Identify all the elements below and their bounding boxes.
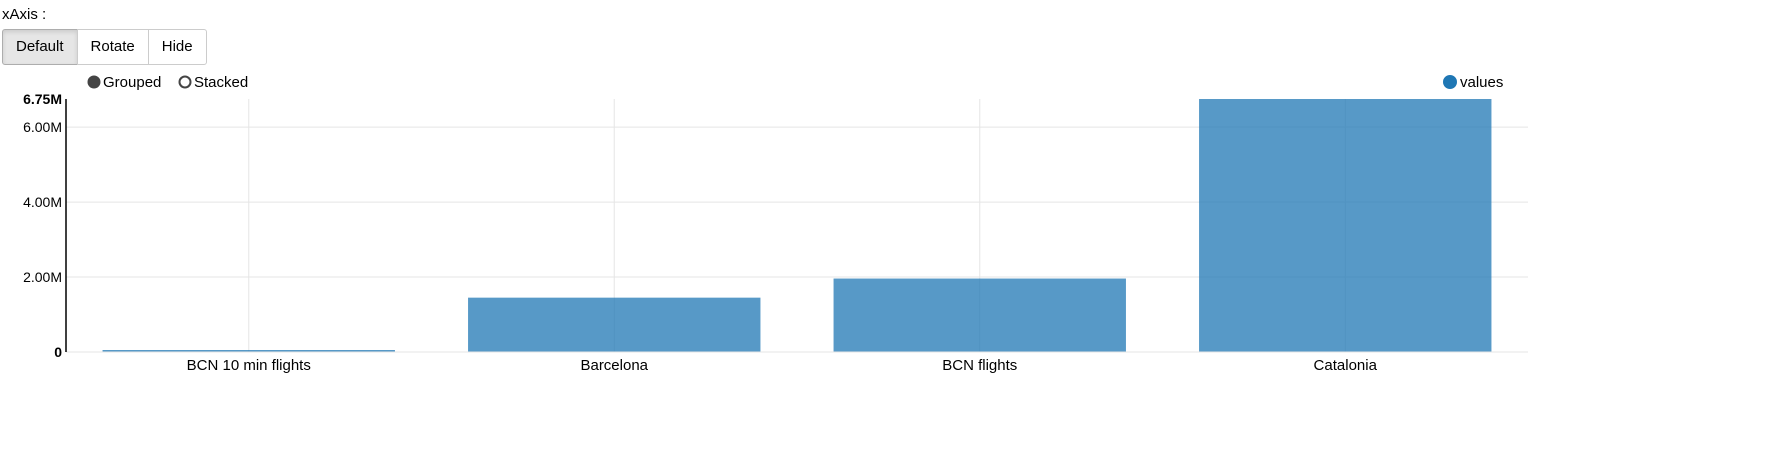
x-tick-label: Barcelona bbox=[580, 357, 648, 374]
x-tick-label: BCN 10 min flights bbox=[187, 357, 311, 374]
bar-bcn-flights[interactable] bbox=[833, 278, 1126, 352]
hide-button[interactable]: Hide bbox=[147, 29, 207, 65]
bar-bcn-10-min-flights[interactable] bbox=[102, 350, 395, 352]
xaxis-control-label: xAxis : bbox=[2, 6, 47, 23]
y-tick-label: 4.00M bbox=[23, 194, 62, 210]
legend-label: values bbox=[1460, 74, 1503, 91]
y-tick-label: 0 bbox=[54, 344, 62, 360]
xaxis-button-group: Default Rotate Hide bbox=[2, 29, 207, 65]
x-tick-label: Catalonia bbox=[1314, 357, 1378, 374]
bar-catalonia[interactable] bbox=[1199, 99, 1492, 352]
stacked-radio-icon[interactable] bbox=[178, 75, 192, 89]
mode-option-grouped[interactable]: Grouped bbox=[87, 74, 162, 91]
mode-option-label: Stacked bbox=[194, 74, 248, 91]
axis-layer: 0 2.00M 4.00M 6.00M 6.75M BCN 10 min flights B… bbox=[23, 91, 1528, 374]
y-tick-label: 2.00M bbox=[23, 269, 62, 285]
y-tick-label: 6.00M bbox=[23, 119, 62, 135]
y-tick-label: 6.75M bbox=[23, 91, 62, 107]
legend: values bbox=[1443, 74, 1504, 91]
mode-controls: Grouped Stacked bbox=[87, 74, 249, 91]
grouped-radio-icon[interactable] bbox=[87, 75, 101, 89]
legend-swatch-icon[interactable] bbox=[1443, 75, 1457, 89]
bar-barcelona[interactable] bbox=[468, 297, 761, 352]
bar-layer bbox=[102, 99, 1492, 352]
mode-option-label: Grouped bbox=[103, 74, 161, 91]
mode-option-stacked[interactable]: Stacked bbox=[178, 74, 249, 91]
legend-item-values[interactable]: values bbox=[1443, 74, 1504, 91]
x-tick-label: BCN flights bbox=[942, 357, 1017, 374]
